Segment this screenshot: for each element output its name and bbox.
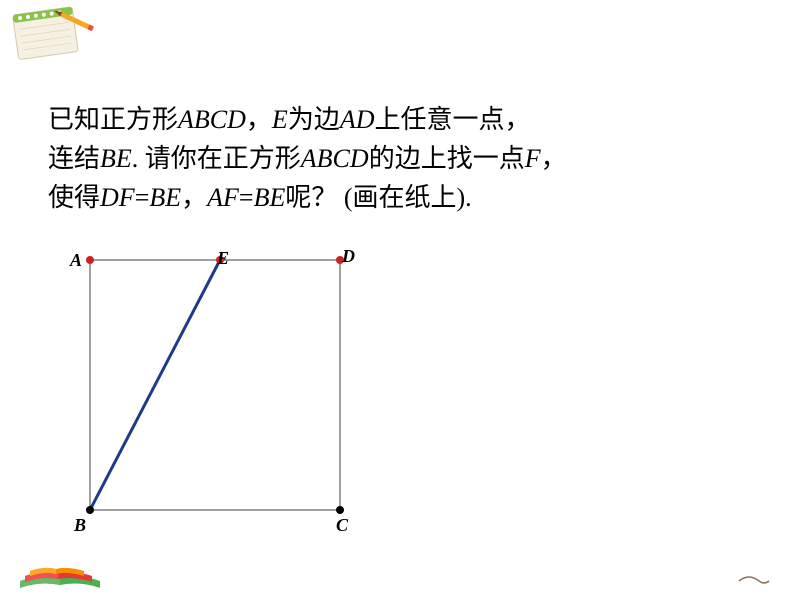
label-b: B <box>74 515 86 536</box>
text-segment: ， <box>246 105 272 134</box>
text-segment: 已知正方形 <box>48 105 178 134</box>
notepad-icon <box>0 0 100 60</box>
text-segment: 连结 <box>48 144 100 173</box>
var-be: BE <box>100 144 132 173</box>
var-abcd: ABCD <box>178 105 246 134</box>
books-icon <box>10 546 110 596</box>
var-be: BE <box>149 183 181 212</box>
label-a: A <box>70 250 82 271</box>
text-segment: 呢？ (画在纸上). <box>285 183 471 212</box>
text-segment: 为边 <box>288 105 340 134</box>
var-abcd: ABCD <box>301 144 369 173</box>
text-segment: . 请你在正方形 <box>132 144 301 173</box>
text-segment: 的边上找一点 <box>369 144 525 173</box>
corner-decoration-icon <box>734 571 774 591</box>
label-e: E <box>217 248 229 269</box>
var-be: BE <box>254 183 286 212</box>
text-segment: 上任意一点， <box>375 105 531 134</box>
var-ad: AD <box>340 105 375 134</box>
text-segment: ， <box>541 144 567 173</box>
var-f: F <box>525 144 541 173</box>
var-e: E <box>272 105 288 134</box>
problem-statement: 已知正方形ABCD，E为边AD上任意一点， 连结BE. 请你在正方形ABCD的边… <box>48 100 748 217</box>
text-segment: = <box>239 183 254 212</box>
var-af: AF <box>207 183 239 212</box>
label-c: C <box>336 515 348 536</box>
var-df: DF <box>100 183 135 212</box>
text-segment: 使得 <box>48 183 100 212</box>
text-segment: ， <box>181 183 207 212</box>
geometry-diagram: A E D B C <box>50 240 360 540</box>
label-d: D <box>342 246 355 267</box>
text-segment: = <box>135 183 150 212</box>
